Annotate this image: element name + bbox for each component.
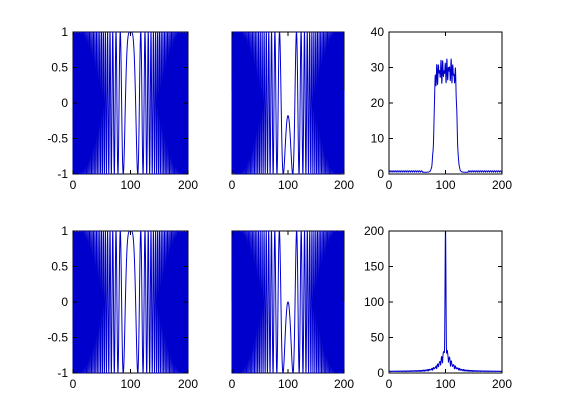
y-tick-label: 30 (371, 61, 385, 75)
subplot-6: 0 100 200 0 50 100 150 200 (364, 224, 512, 391)
x-tick-label: 100 (120, 178, 140, 192)
y-tick-label: 0.5 (51, 260, 68, 274)
x-tick-label: 0 (386, 178, 393, 192)
y-tick-label: 20 (371, 96, 385, 110)
x-tick-label: 0 (70, 377, 77, 391)
x-tick-label: 200 (334, 178, 354, 192)
y-tick-label: 150 (364, 260, 384, 274)
y-tick-label: -1 (57, 366, 68, 380)
subplot-4: 0 100 200 -1 -0.5 0 0.5 1 (47, 224, 198, 391)
y-tick-label: 1 (61, 25, 68, 39)
x-tick-label: 200 (178, 178, 198, 192)
y-tick-label: 0 (377, 366, 384, 380)
x-tick-label: 0 (386, 377, 393, 391)
y-tick-label: 0 (61, 96, 68, 110)
x-tick-label: 200 (492, 178, 512, 192)
x-tick-label: 0 (229, 377, 236, 391)
x-tick-label: 200 (492, 377, 512, 391)
subplot-2: 0 100 200 (229, 31, 354, 192)
subplot-1: 0 100 200 -1 -0.5 0 0.5 1 (47, 25, 198, 192)
x-tick-label: 100 (435, 377, 455, 391)
y-tick-label: 200 (364, 224, 384, 238)
y-tick-label: 1 (61, 224, 68, 238)
y-tick-label: -1 (57, 167, 68, 181)
x-tick-label: 100 (120, 377, 140, 391)
subplot-5: 0 100 200 (229, 230, 354, 391)
y-tick-label: 40 (371, 25, 385, 39)
x-tick-label: 200 (334, 377, 354, 391)
x-tick-label: 100 (435, 178, 455, 192)
y-tick-label: 10 (371, 132, 385, 146)
series-line-1 (388, 58, 503, 173)
y-tick-label: 100 (364, 295, 384, 309)
x-tick-label: 0 (70, 178, 77, 192)
y-tick-label: -0.5 (47, 331, 68, 345)
y-tick-label: -0.5 (47, 132, 68, 146)
y-tick-label: 50 (371, 331, 385, 345)
series-line-1 (231, 230, 345, 374)
y-tick-label: 0 (61, 295, 68, 309)
series-line-1 (231, 31, 345, 175)
y-tick-label: 0 (377, 167, 384, 181)
x-tick-label: 100 (278, 178, 298, 192)
y-tick-label: 0.5 (51, 61, 68, 75)
x-tick-label: 200 (178, 377, 198, 391)
x-tick-label: 100 (278, 377, 298, 391)
subplot-3: 0 100 200 0 10 20 30 40 (371, 25, 513, 192)
axes-box (388, 31, 503, 175)
x-tick-label: 0 (229, 178, 236, 192)
